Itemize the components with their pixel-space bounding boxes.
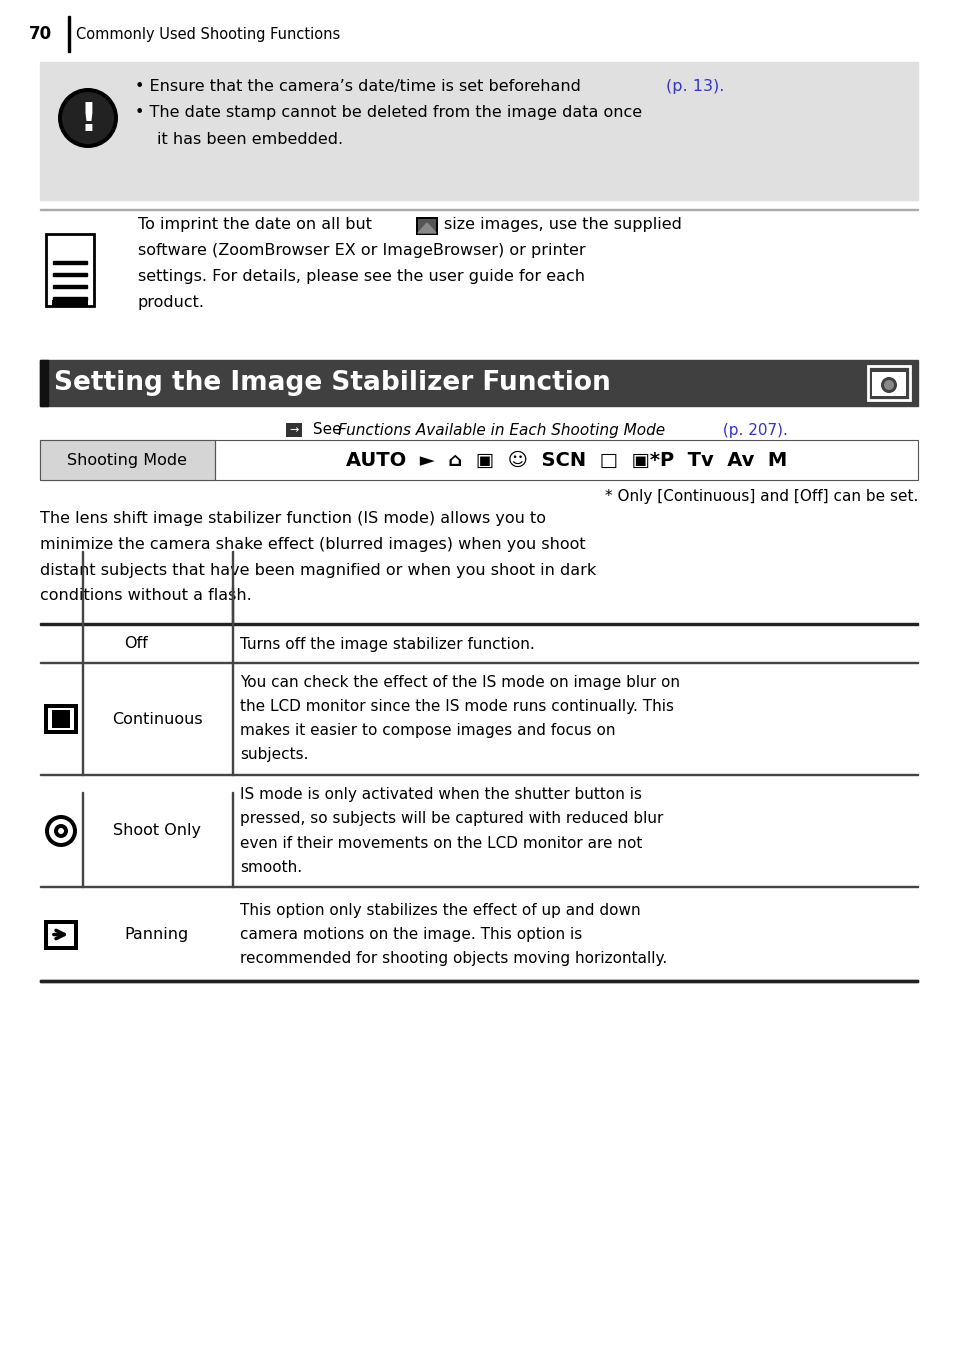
Bar (82, 792, 84, 886)
Bar (52, 300, 88, 307)
Bar (64, 710, 70, 728)
Bar (40, 62, 917, 200)
Bar (40, 885, 917, 886)
Text: Setting the Image Stabilizer Function: Setting the Image Stabilizer Function (54, 370, 610, 395)
Text: subjects.: subjects. (240, 748, 308, 763)
Bar (40, 981, 917, 982)
Text: the LCD monitor since the IS mode runs continually. This: the LCD monitor since the IS mode runs c… (240, 699, 673, 714)
Text: size images, use the supplied: size images, use the supplied (443, 218, 681, 233)
Text: even if their movements on the LCD monitor are not: even if their movements on the LCD monit… (240, 835, 641, 850)
Text: smooth.: smooth. (240, 859, 302, 874)
Text: Shoot Only: Shoot Only (112, 823, 201, 838)
Bar (53, 285, 87, 288)
Bar (44, 703, 78, 734)
Text: it has been embedded.: it has been embedded. (157, 133, 343, 148)
Bar (53, 261, 87, 264)
Circle shape (883, 381, 893, 390)
Bar (40, 360, 48, 406)
Bar (232, 586, 233, 625)
Circle shape (45, 815, 77, 847)
Bar (53, 297, 87, 300)
Bar (416, 217, 437, 235)
Bar (40, 773, 917, 775)
Bar (40, 623, 917, 625)
Circle shape (58, 829, 64, 834)
Text: pressed, so subjects will be captured with reduced blur: pressed, so subjects will be captured wi… (240, 811, 662, 826)
Text: This option only stabilizes the effect of up and down: This option only stabilizes the effect o… (240, 902, 640, 919)
Polygon shape (417, 223, 436, 233)
Bar (40, 360, 917, 406)
Text: →: → (289, 425, 298, 434)
Text: • Ensure that the camera’s date/time is set beforehand: • Ensure that the camera’s date/time is … (135, 78, 585, 94)
Bar (40, 208, 917, 210)
Text: distant subjects that have been magnified or when you shoot in dark: distant subjects that have been magnifie… (40, 562, 596, 577)
Bar (68, 16, 71, 52)
Text: Commonly Used Shooting Functions: Commonly Used Shooting Functions (76, 27, 340, 42)
Text: You can check the effect of the IS mode on image blur on: You can check the effect of the IS mode … (240, 675, 679, 690)
Text: software (ZoomBrowser EX or ImageBrowser) or printer: software (ZoomBrowser EX or ImageBrowser… (138, 243, 585, 258)
Text: To imprint the date on all but: To imprint the date on all but (138, 218, 372, 233)
Text: IS mode is only activated when the shutter button is: IS mode is only activated when the shutt… (240, 788, 641, 803)
Circle shape (58, 87, 118, 148)
Text: (p. 13).: (p. 13). (665, 78, 723, 94)
Bar (82, 551, 84, 663)
Bar (40, 662, 917, 663)
Bar (40, 981, 917, 982)
Bar (58, 710, 64, 728)
Text: Turns off the image stabilizer function.: Turns off the image stabilizer function. (240, 636, 535, 651)
Bar (48, 924, 74, 946)
Bar (44, 920, 78, 950)
Bar (46, 234, 94, 307)
Text: See: See (308, 422, 346, 437)
Text: recommended for shooting objects moving horizontally.: recommended for shooting objects moving … (240, 951, 666, 966)
Text: settings. For details, please see the user guide for each: settings. For details, please see the us… (138, 269, 584, 285)
Text: camera motions on the image. This option is: camera motions on the image. This option… (240, 927, 581, 941)
Bar (232, 792, 233, 886)
Bar (232, 551, 233, 663)
Bar (40, 440, 214, 480)
Bar (40, 440, 214, 480)
Text: 70: 70 (29, 26, 52, 43)
Circle shape (880, 377, 896, 393)
Bar (52, 710, 58, 728)
Text: product.: product. (138, 296, 205, 311)
Text: Shooting Mode: Shooting Mode (68, 452, 188, 468)
Text: Functions Available in Each Shooting Mode: Functions Available in Each Shooting Mod… (337, 422, 664, 437)
Circle shape (49, 819, 73, 843)
Text: !: ! (79, 101, 97, 139)
Bar (48, 707, 74, 730)
Text: * Only [Continuous] and [Off] can be set.: * Only [Continuous] and [Off] can be set… (604, 490, 917, 504)
Text: minimize the camera shake effect (blurred images) when you shoot: minimize the camera shake effect (blurre… (40, 537, 585, 551)
Text: Continuous: Continuous (112, 712, 202, 726)
Text: makes it easier to compose images and focus on: makes it easier to compose images and fo… (240, 724, 615, 738)
Bar (53, 273, 87, 276)
Bar (871, 373, 905, 395)
Text: (p. 207).: (p. 207). (718, 422, 787, 437)
Text: Panning: Panning (125, 927, 189, 941)
Text: • The date stamp cannot be deleted from the image data once: • The date stamp cannot be deleted from … (135, 105, 641, 121)
Text: AUTO  ►  ⌂  ▣  ☺  SCN  □  ▣*P  Tv  Av  M: AUTO ► ⌂ ▣ ☺ SCN □ ▣*P Tv Av M (346, 451, 786, 469)
Bar (867, 366, 909, 399)
Bar (82, 663, 84, 775)
Bar (214, 440, 917, 480)
Text: Off: Off (124, 636, 148, 651)
Text: The lens shift image stabilizer function (IS mode) allows you to: The lens shift image stabilizer function… (40, 511, 545, 526)
Bar (417, 219, 436, 233)
Bar (286, 422, 302, 437)
Circle shape (54, 824, 68, 838)
Bar (232, 663, 233, 775)
Circle shape (62, 91, 113, 144)
Text: conditions without a flash.: conditions without a flash. (40, 589, 252, 604)
